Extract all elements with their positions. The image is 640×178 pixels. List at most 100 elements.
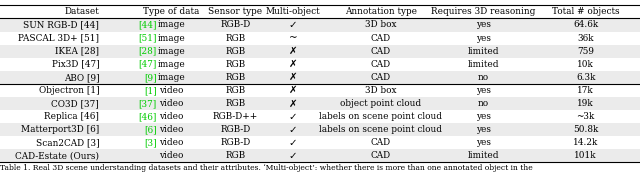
- Text: SUN RGB-D [44]: SUN RGB-D [44]: [23, 20, 99, 30]
- Text: CO3D [37]: CO3D [37]: [51, 99, 99, 108]
- Text: ✗: ✗: [289, 98, 298, 108]
- Text: ✓: ✓: [289, 151, 298, 161]
- Text: IKEA [28]: IKEA [28]: [55, 47, 99, 56]
- Text: video: video: [159, 151, 184, 160]
- Text: [51]: [51]: [138, 33, 157, 43]
- Text: Matterport3D [6]: Matterport3D [6]: [21, 125, 99, 134]
- Text: ~3k: ~3k: [577, 112, 595, 121]
- Text: Type of data: Type of data: [143, 7, 200, 16]
- Text: video: video: [159, 86, 184, 95]
- Text: video: video: [159, 138, 184, 147]
- Text: RGB: RGB: [225, 73, 246, 82]
- Text: Annotation type: Annotation type: [345, 7, 417, 16]
- Text: ✗: ✗: [289, 72, 298, 82]
- Text: no: no: [477, 99, 489, 108]
- Text: Scan2CAD [3]: Scan2CAD [3]: [36, 138, 99, 147]
- FancyBboxPatch shape: [0, 5, 640, 19]
- FancyBboxPatch shape: [0, 19, 640, 32]
- Text: Replica [46]: Replica [46]: [44, 112, 99, 121]
- Text: CAD: CAD: [371, 138, 391, 147]
- Text: yes: yes: [476, 125, 491, 134]
- Text: RGB-D: RGB-D: [220, 138, 251, 147]
- Text: ✗: ✗: [289, 46, 298, 56]
- Text: [6]: [6]: [144, 125, 157, 134]
- Text: 3D box: 3D box: [365, 86, 397, 95]
- Text: CAD-Estate (Ours): CAD-Estate (Ours): [15, 151, 99, 160]
- FancyBboxPatch shape: [0, 136, 640, 149]
- Text: yes: yes: [476, 33, 491, 43]
- Text: limited: limited: [467, 151, 499, 160]
- Text: CAD: CAD: [371, 60, 391, 69]
- Text: image: image: [157, 73, 186, 82]
- Text: [9]: [9]: [144, 73, 157, 82]
- Text: Matterport3D [6]: Matterport3D [6]: [21, 125, 99, 134]
- Text: 101k: 101k: [574, 151, 597, 160]
- Text: Requires 3D reasoning: Requires 3D reasoning: [431, 7, 536, 16]
- Text: Objectron [1]: Objectron [1]: [38, 86, 99, 95]
- FancyBboxPatch shape: [0, 97, 640, 110]
- Text: SUN RGB-D [44]: SUN RGB-D [44]: [23, 20, 99, 30]
- Text: image: image: [157, 33, 186, 43]
- Text: Table 1. Real 3D scene understanding datasets and their attributes. ‘Multi-objec: Table 1. Real 3D scene understanding dat…: [0, 164, 532, 172]
- Text: PASCAL 3D+ [51]: PASCAL 3D+ [51]: [18, 33, 99, 43]
- Text: RGB-D: RGB-D: [220, 125, 251, 134]
- Text: Objectron [1]: Objectron [1]: [38, 86, 99, 95]
- Text: 10k: 10k: [577, 60, 594, 69]
- Text: 6.3k: 6.3k: [576, 73, 595, 82]
- FancyBboxPatch shape: [0, 58, 640, 71]
- Text: labels on scene point cloud: labels on scene point cloud: [319, 112, 442, 121]
- Text: RGB-D: RGB-D: [220, 20, 251, 30]
- Text: yes: yes: [476, 20, 491, 30]
- FancyBboxPatch shape: [0, 84, 640, 97]
- Text: limited: limited: [467, 60, 499, 69]
- Text: RGB: RGB: [225, 99, 246, 108]
- Text: 14.2k: 14.2k: [573, 138, 598, 147]
- Text: [37]: [37]: [139, 99, 157, 108]
- Text: [28]: [28]: [139, 47, 157, 56]
- Text: 36k: 36k: [577, 33, 594, 43]
- Text: video: video: [159, 99, 184, 108]
- Text: Pix3D [47]: Pix3D [47]: [52, 60, 99, 69]
- Text: ABO [9]: ABO [9]: [63, 73, 99, 82]
- Text: Scan2CAD [3]: Scan2CAD [3]: [36, 138, 99, 147]
- Text: labels on scene point cloud: labels on scene point cloud: [319, 125, 442, 134]
- Text: video: video: [159, 112, 184, 121]
- Text: image: image: [157, 60, 186, 69]
- Text: RGB: RGB: [225, 86, 246, 95]
- Text: [3]: [3]: [144, 138, 157, 147]
- Text: RGB: RGB: [225, 151, 246, 160]
- Text: RGB: RGB: [225, 47, 246, 56]
- Text: RGB: RGB: [225, 33, 246, 43]
- Text: yes: yes: [476, 138, 491, 147]
- Text: PASCAL 3D+ [51]: PASCAL 3D+ [51]: [18, 33, 99, 43]
- Text: Dataset: Dataset: [65, 7, 99, 16]
- Text: object point cloud: object point cloud: [340, 99, 421, 108]
- Text: 50.8k: 50.8k: [573, 125, 598, 134]
- Text: ✓: ✓: [289, 20, 298, 30]
- Text: ✗: ✗: [289, 85, 298, 95]
- Text: [44]: [44]: [138, 20, 157, 30]
- FancyBboxPatch shape: [0, 32, 640, 45]
- Text: ~: ~: [289, 33, 298, 43]
- Text: image: image: [157, 20, 186, 30]
- Text: image: image: [157, 47, 186, 56]
- Text: [1]: [1]: [144, 86, 157, 95]
- FancyBboxPatch shape: [0, 123, 640, 136]
- Text: CAD: CAD: [371, 33, 391, 43]
- Text: 64.6k: 64.6k: [573, 20, 598, 30]
- Text: 3D box: 3D box: [365, 20, 397, 30]
- FancyBboxPatch shape: [0, 71, 640, 84]
- Text: ✗: ✗: [289, 59, 298, 69]
- Text: Total # objects: Total # objects: [552, 7, 620, 16]
- FancyBboxPatch shape: [0, 45, 640, 58]
- Text: no: no: [477, 73, 489, 82]
- Text: Replica [46]: Replica [46]: [44, 112, 99, 121]
- Text: ✓: ✓: [289, 138, 298, 148]
- Text: ✓: ✓: [289, 112, 298, 122]
- FancyBboxPatch shape: [0, 149, 640, 162]
- Text: video: video: [159, 125, 184, 134]
- Text: Pix3D [47]: Pix3D [47]: [52, 60, 99, 69]
- Text: yes: yes: [476, 86, 491, 95]
- Text: 19k: 19k: [577, 99, 594, 108]
- Text: CAD: CAD: [371, 151, 391, 160]
